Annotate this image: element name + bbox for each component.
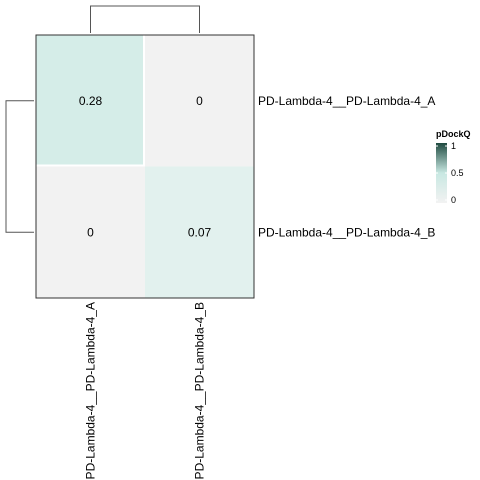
legend-tick-label: 0 xyxy=(451,195,456,205)
cell-value-label: 0 xyxy=(87,225,94,239)
cell-value-label: 0 xyxy=(196,94,203,108)
legend-color-bar xyxy=(436,143,447,203)
legend-tick-label: 1 xyxy=(451,141,456,151)
heatmap-cell xyxy=(145,166,254,298)
column-dendrogram-branch xyxy=(90,5,200,33)
column-label: PD-Lambda-4__PD-Lambda-4_A xyxy=(84,302,98,479)
row-labels: PD-Lambda-4__PD-Lambda-4_A PD-Lambda-4__P… xyxy=(258,94,435,240)
legend-ticks: 10.50 xyxy=(436,141,464,205)
row-dendrogram xyxy=(5,100,34,233)
row-label: PD-Lambda-4__PD-Lambda-4_B xyxy=(258,225,435,239)
cell-value-label: 0.07 xyxy=(188,225,212,239)
row-label: PD-Lambda-4__PD-Lambda-4_A xyxy=(258,94,435,108)
legend-title: pDockQ xyxy=(436,129,471,139)
heatmap-cell xyxy=(145,35,254,167)
column-label: PD-Lambda-4__PD-Lambda-4_B xyxy=(193,302,207,479)
heatmap-border xyxy=(35,34,255,299)
column-dendrogram xyxy=(90,5,200,33)
heatmap-cell xyxy=(36,35,143,165)
heatmap-cell xyxy=(36,166,145,298)
legend-tick-label: 0.5 xyxy=(451,168,464,178)
column-labels: PD-Lambda-4__PD-Lambda-4_A PD-Lambda-4__P… xyxy=(84,302,207,479)
heatmap-cells: 0.28 0 0 0.07 xyxy=(36,35,254,298)
row-dendrogram-branch xyxy=(5,100,34,233)
legend: pDockQ 10.50 xyxy=(436,129,471,205)
cell-value-label: 0.28 xyxy=(79,94,103,108)
